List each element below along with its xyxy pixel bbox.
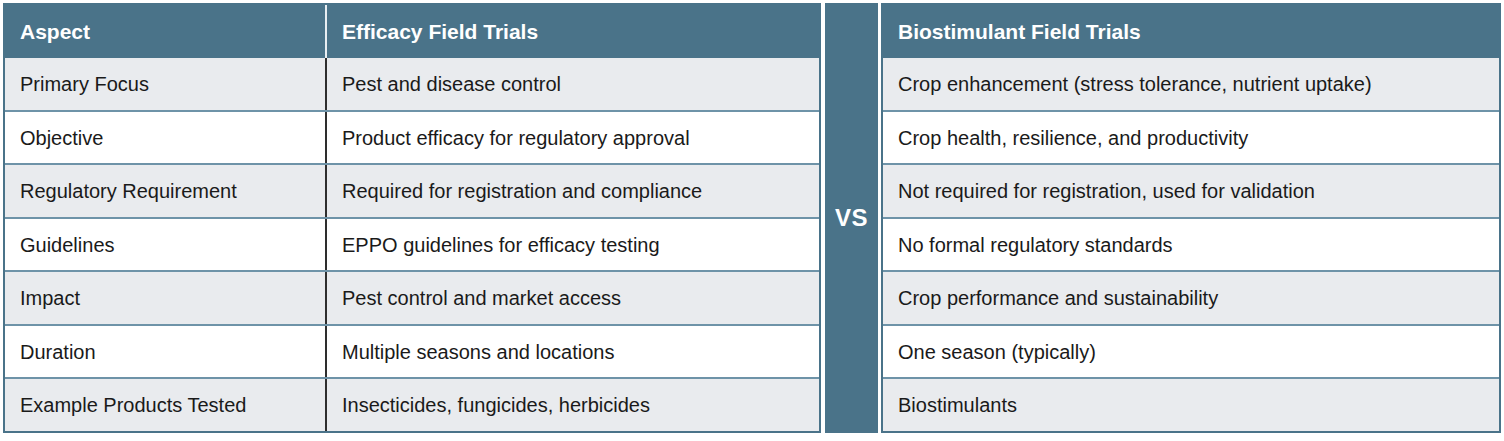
vs-divider-stripe: VS (825, 3, 878, 433)
table-row: Guidelines EPPO guidelines for efficacy … (5, 217, 819, 271)
vs-label: VS (835, 204, 868, 232)
biostimulant-cell: No formal regulatory standards (883, 219, 1499, 271)
table-row: Duration Multiple seasons and locations (5, 324, 819, 378)
efficacy-cell: Product efficacy for regulatory approval (325, 112, 819, 164)
biostimulant-cell: Not required for registration, used for … (883, 165, 1499, 217)
efficacy-table-header-row: Aspect Efficacy Field Trials (5, 5, 819, 58)
table-row: Crop performance and sustainability (883, 270, 1499, 324)
efficacy-cell: Insecticides, fungicides, herbicides (325, 379, 819, 431)
efficacy-cell: EPPO guidelines for efficacy testing (325, 219, 819, 271)
biostimulant-cell: Crop health, resilience, and productivit… (883, 112, 1499, 164)
biostimulant-cell: One season (typically) (883, 326, 1499, 378)
biostimulant-cell: Crop enhancement (stress tolerance, nutr… (883, 58, 1499, 110)
table-row: Crop health, resilience, and productivit… (883, 110, 1499, 164)
aspect-cell: Regulatory Requirement (5, 165, 325, 217)
table-row: Not required for registration, used for … (883, 163, 1499, 217)
biostimulant-table-header-row: Biostimulant Field Trials (883, 5, 1499, 58)
aspect-cell: Duration (5, 326, 325, 378)
table-row: Regulatory Requirement Required for regi… (5, 163, 819, 217)
table-row: No formal regulatory standards (883, 217, 1499, 271)
efficacy-cell: Required for registration and compliance (325, 165, 819, 217)
table-row: Primary Focus Pest and disease control (5, 58, 819, 110)
table-row: Biostimulants (883, 377, 1499, 431)
aspect-cell: Example Products Tested (5, 379, 325, 431)
efficacy-table-body: Primary Focus Pest and disease control O… (5, 58, 819, 431)
aspect-header-cell: Aspect (5, 5, 325, 58)
table-row: Impact Pest control and market access (5, 270, 819, 324)
biostimulant-cell: Biostimulants (883, 379, 1499, 431)
efficacy-table: Aspect Efficacy Field Trials Primary Foc… (3, 3, 821, 433)
table-row: One season (typically) (883, 324, 1499, 378)
efficacy-cell: Multiple seasons and locations (325, 326, 819, 378)
biostimulant-table: Biostimulant Field Trials Crop enhanceme… (881, 3, 1501, 433)
biostimulant-cell: Crop performance and sustainability (883, 272, 1499, 324)
efficacy-cell: Pest and disease control (325, 58, 819, 110)
efficacy-cell: Pest control and market access (325, 272, 819, 324)
table-row: Example Products Tested Insecticides, fu… (5, 377, 819, 431)
biostimulant-table-body: Crop enhancement (stress tolerance, nutr… (883, 58, 1499, 431)
biostimulant-header-cell: Biostimulant Field Trials (883, 5, 1499, 58)
efficacy-header-cell: Efficacy Field Trials (325, 5, 819, 58)
aspect-cell: Impact (5, 272, 325, 324)
aspect-cell: Guidelines (5, 219, 325, 271)
table-row: Crop enhancement (stress tolerance, nutr… (883, 58, 1499, 110)
aspect-cell: Objective (5, 112, 325, 164)
table-row: Objective Product efficacy for regulator… (5, 110, 819, 164)
aspect-cell: Primary Focus (5, 58, 325, 110)
